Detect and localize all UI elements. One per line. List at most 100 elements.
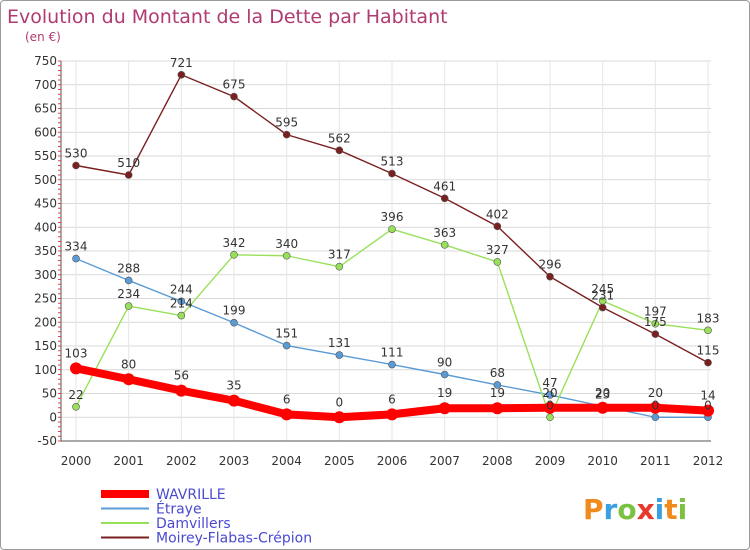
y-tick-label: 350 bbox=[34, 244, 57, 258]
data-label: 402 bbox=[486, 207, 509, 221]
y-tick-label: 0 bbox=[49, 410, 57, 424]
data-label: 80 bbox=[121, 357, 136, 371]
data-label: 675 bbox=[223, 78, 246, 92]
data-label: 6 bbox=[283, 392, 291, 406]
data-label: 6 bbox=[388, 392, 396, 406]
data-label: 334 bbox=[65, 240, 88, 254]
data-point bbox=[649, 401, 662, 414]
data-point bbox=[124, 276, 133, 285]
data-point bbox=[651, 413, 660, 422]
data-label: 68 bbox=[490, 366, 505, 380]
data-point bbox=[388, 360, 396, 369]
x-tick-label: 2012 bbox=[693, 454, 724, 468]
data-label: 20 bbox=[542, 386, 557, 400]
data-label: 20 bbox=[648, 386, 663, 400]
y-tick-label: 550 bbox=[34, 149, 57, 163]
data-point bbox=[282, 130, 291, 139]
data-point bbox=[335, 146, 344, 155]
data-point bbox=[282, 251, 291, 260]
data-point bbox=[177, 70, 186, 79]
data-point bbox=[438, 402, 451, 415]
data-point bbox=[122, 373, 135, 386]
data-label: 317 bbox=[328, 248, 351, 262]
data-point bbox=[651, 330, 660, 338]
data-point bbox=[282, 341, 291, 350]
data-point bbox=[440, 241, 449, 249]
data-label: 183 bbox=[697, 311, 720, 325]
data-label: 175 bbox=[644, 315, 667, 329]
data-point bbox=[175, 384, 188, 397]
data-label: 0 bbox=[336, 395, 344, 409]
y-tick-label: 600 bbox=[34, 125, 57, 139]
data-label: 23 bbox=[595, 387, 610, 401]
y-tick-label: 100 bbox=[34, 363, 57, 377]
data-label: 510 bbox=[117, 156, 140, 170]
data-point bbox=[491, 402, 504, 415]
chart-subtitle: (en €) bbox=[25, 30, 61, 44]
data-label: 342 bbox=[223, 236, 246, 250]
axes: -500501001502002503003504004505005506006… bbox=[34, 54, 723, 468]
data-point bbox=[704, 358, 712, 367]
data-point bbox=[177, 311, 186, 320]
x-tick-label: 2011 bbox=[640, 454, 671, 468]
data-label: 19 bbox=[437, 386, 452, 400]
x-tick-label: 2002 bbox=[166, 454, 197, 468]
data-point bbox=[124, 302, 133, 310]
y-tick-label: 400 bbox=[34, 220, 57, 234]
data-label: 14 bbox=[700, 389, 715, 403]
data-point bbox=[72, 254, 80, 263]
y-tick-label: 50 bbox=[42, 387, 57, 401]
data-label: 20 bbox=[595, 386, 610, 400]
data-label: 214 bbox=[170, 297, 193, 311]
x-tick-label: 2001 bbox=[113, 454, 144, 468]
data-label: 595 bbox=[275, 116, 298, 130]
x-tick-label: 2007 bbox=[429, 454, 460, 468]
grid bbox=[61, 60, 711, 442]
data-point bbox=[596, 401, 609, 414]
data-point bbox=[546, 413, 554, 422]
data-label: 244 bbox=[170, 282, 193, 296]
x-tick-label: 2010 bbox=[587, 454, 618, 468]
data-label: 103 bbox=[65, 346, 88, 360]
data-label: 530 bbox=[65, 147, 88, 161]
data-label: 234 bbox=[117, 287, 140, 301]
data-label: 327 bbox=[486, 243, 509, 257]
data-label: 396 bbox=[381, 210, 404, 224]
data-point bbox=[651, 319, 660, 328]
y-tick-label: 650 bbox=[34, 102, 57, 116]
data-label: 199 bbox=[223, 304, 246, 318]
legend-label: Damvillers bbox=[156, 516, 231, 532]
y-tick-label: 200 bbox=[34, 315, 57, 329]
data-point bbox=[386, 408, 398, 421]
x-tick-label: 2008 bbox=[482, 454, 513, 468]
data-point bbox=[230, 251, 238, 259]
chart-title: Evolution du Montant de la Dette par Hab… bbox=[7, 6, 448, 28]
data-label: 0 bbox=[652, 398, 660, 412]
series-layer bbox=[70, 70, 714, 424]
x-tick-label: 2003 bbox=[219, 454, 250, 468]
data-label: 115 bbox=[697, 344, 720, 358]
data-point bbox=[228, 394, 240, 407]
data-point bbox=[544, 401, 556, 414]
data-label: 151 bbox=[275, 327, 298, 341]
data-label: 461 bbox=[433, 179, 456, 193]
data-point bbox=[440, 194, 449, 203]
proxiti-logo: Proxiti bbox=[583, 493, 687, 526]
data-label: 562 bbox=[328, 131, 351, 145]
data-label: 288 bbox=[117, 261, 140, 275]
data-point bbox=[546, 272, 554, 281]
data-point bbox=[230, 92, 238, 101]
data-point bbox=[493, 222, 502, 231]
legend: WAVRILLEÉtrayeDamvillersMoirey-Flabas-Cr… bbox=[101, 487, 312, 547]
x-tick-label: 2009 bbox=[535, 454, 566, 468]
data-point bbox=[333, 411, 346, 424]
data-label: 111 bbox=[381, 346, 404, 360]
data-point bbox=[72, 161, 80, 170]
data-point bbox=[702, 404, 714, 417]
data-point bbox=[177, 297, 186, 306]
data-label: 245 bbox=[591, 282, 614, 296]
data-point bbox=[388, 169, 396, 178]
x-tick-label: 2006 bbox=[377, 454, 408, 468]
data-label: 131 bbox=[328, 336, 351, 350]
